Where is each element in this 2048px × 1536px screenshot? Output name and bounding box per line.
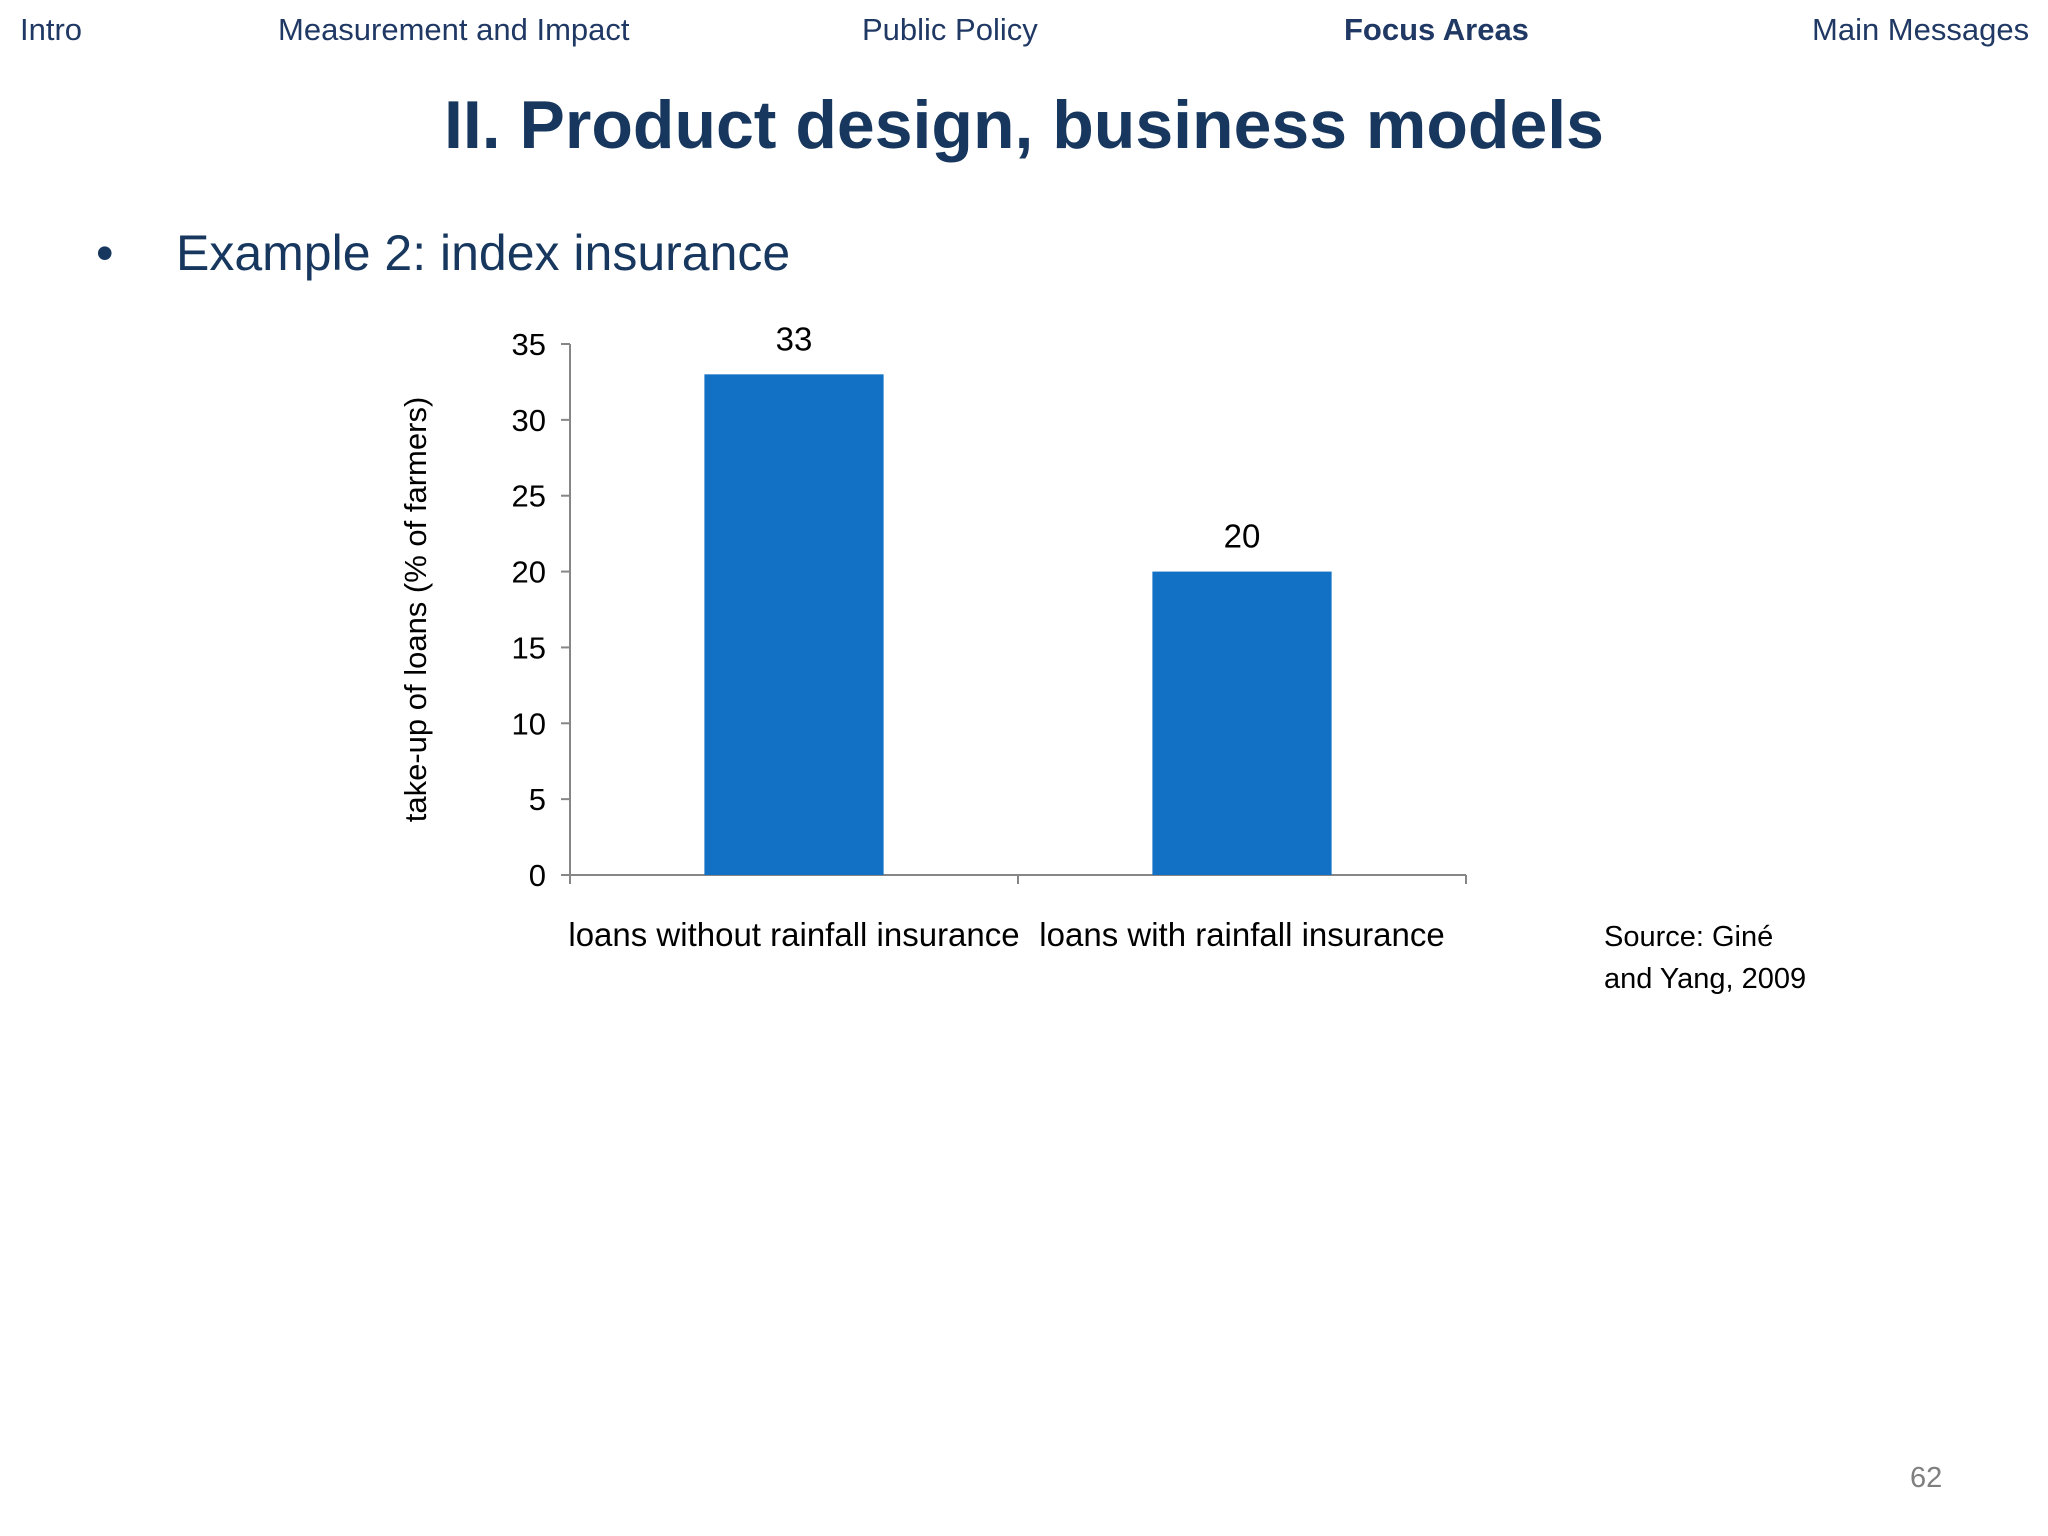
bullet-item: • Example 2: index insurance bbox=[96, 224, 790, 282]
bullet-dot: • bbox=[96, 225, 114, 281]
x-category-label: loans with rainfall insurance bbox=[1039, 916, 1444, 953]
source-line-2: and Yang, 2009 bbox=[1604, 963, 1807, 995]
nav-item-main-messages[interactable]: Main Messages bbox=[1812, 12, 2030, 47]
y-axis-label: take-up of loans (% of farmers) bbox=[398, 397, 433, 823]
bar bbox=[704, 374, 884, 875]
top-navigation: Intro Measurement and Impact Public Poli… bbox=[0, 0, 2048, 64]
y-tick-label: 35 bbox=[512, 327, 546, 362]
source-citation: Source: Giné and Yang, 2009 bbox=[1604, 916, 1924, 1000]
bar-data-label: 20 bbox=[1224, 518, 1261, 555]
bar bbox=[1152, 571, 1332, 875]
y-tick-label: 0 bbox=[529, 858, 546, 893]
y-tick-label: 15 bbox=[512, 630, 546, 665]
bar-chart: 0 5 10 15 20 25 30 35 loans without rainfall in… bbox=[398, 320, 1467, 953]
y-tick-label: 5 bbox=[529, 782, 546, 817]
slide-title: II. Product design, business models bbox=[443, 87, 1605, 163]
x-category-label: loans without rainfall insurance bbox=[568, 916, 1019, 953]
nav-item-public-policy[interactable]: Public Policy bbox=[862, 12, 1038, 47]
bar-data-label: 33 bbox=[776, 320, 813, 357]
page-number: 62 bbox=[1910, 1462, 1943, 1494]
bullet-text: Example 2: index insurance bbox=[176, 225, 791, 281]
y-tick-label: 30 bbox=[512, 403, 546, 438]
y-tick-label: 10 bbox=[512, 706, 546, 741]
nav-item-measurement-and-impact[interactable]: Measurement and Impact bbox=[278, 12, 630, 47]
y-tick-label: 20 bbox=[512, 555, 546, 590]
y-tick-label: 25 bbox=[512, 479, 546, 514]
bars bbox=[704, 374, 1332, 875]
x-axis: loans without rainfall insurance loans wi… bbox=[568, 874, 1467, 953]
y-axis: 0 5 10 15 20 25 30 35 bbox=[512, 327, 571, 893]
source-line-1: Source: Giné bbox=[1604, 921, 1774, 953]
nav-item-focus-areas[interactable]: Focus Areas bbox=[1344, 12, 1529, 47]
nav-item-intro[interactable]: Intro bbox=[20, 12, 83, 47]
data-labels: 33 20 bbox=[776, 320, 1261, 554]
